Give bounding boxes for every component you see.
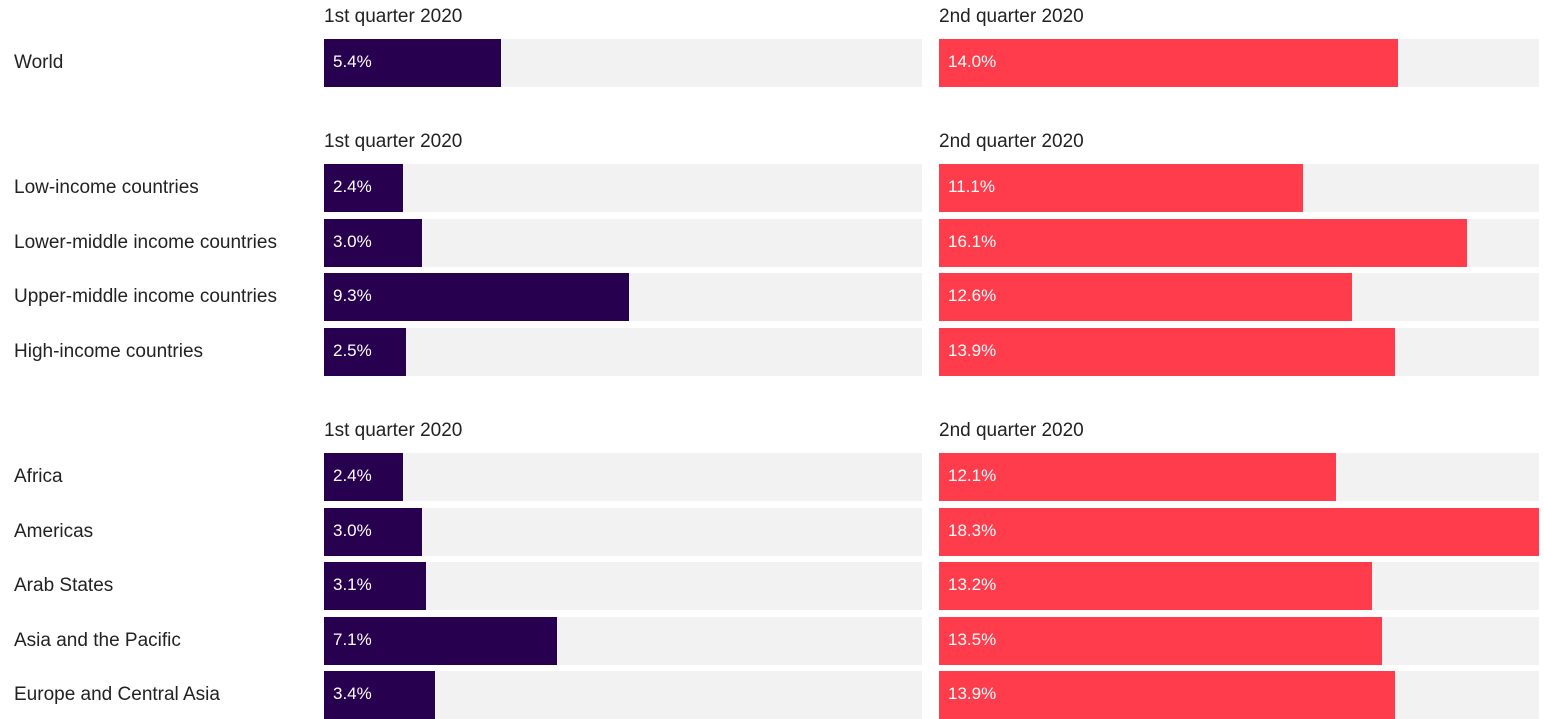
bar-q2: 12.1% bbox=[939, 453, 1336, 501]
bar-value-label: 2.5% bbox=[333, 340, 372, 360]
bar-track-q1: 9.3% bbox=[324, 273, 922, 321]
bar-q2: 13.5% bbox=[939, 616, 1382, 665]
bar-q2: 13.2% bbox=[939, 562, 1372, 610]
bar-q1: 2.4% bbox=[324, 164, 403, 212]
bar-q1: 5.4% bbox=[324, 39, 501, 87]
row-label: Europe and Central Asia bbox=[14, 684, 220, 705]
bar-q2: 18.3% bbox=[939, 507, 1539, 556]
bar-track-q1: 2.4% bbox=[324, 164, 922, 212]
bar-q2: 12.6% bbox=[939, 273, 1352, 321]
bar-q1: 2.4% bbox=[324, 453, 403, 501]
bar-value-label: 11.1% bbox=[948, 177, 995, 196]
bar-track-q2: 12.6% bbox=[939, 273, 1539, 321]
bar-track-q1: 3.1% bbox=[324, 562, 922, 610]
bar-value-label: 18.3% bbox=[948, 520, 997, 540]
bar-track-q2: 13.2% bbox=[939, 562, 1539, 610]
bar-track-q2: 11.1% bbox=[939, 164, 1539, 212]
row-label: Americas bbox=[14, 520, 94, 542]
bar-value-label: 2.4% bbox=[333, 466, 372, 485]
column-header-q2: 2nd quarter 2020 bbox=[939, 131, 1084, 152]
bar-value-label: 14.0% bbox=[948, 52, 997, 71]
bar-value-label: 3.0% bbox=[333, 520, 372, 540]
bar-track-q2: 13.9% bbox=[939, 327, 1539, 376]
bar-q1: 3.4% bbox=[324, 671, 435, 719]
row-label: Low-income countries bbox=[14, 177, 199, 198]
bar-q1: 3.1% bbox=[324, 562, 426, 610]
bar-track-q2: 16.1% bbox=[939, 218, 1539, 267]
bar-value-label: 2.4% bbox=[333, 177, 372, 196]
column-header-q1: 1st quarter 2020 bbox=[324, 420, 463, 441]
bar-q1: 7.1% bbox=[324, 616, 557, 665]
bar-q2: 13.9% bbox=[939, 327, 1395, 376]
bar-track-q2: 18.3% bbox=[939, 507, 1539, 556]
bar-track-q1: 2.5% bbox=[324, 327, 922, 376]
bar-value-label: 13.2% bbox=[948, 575, 997, 594]
bar-track-q1: 3.4% bbox=[324, 671, 922, 719]
bar-value-label: 3.1% bbox=[333, 575, 372, 594]
bar-track-q2: 13.9% bbox=[939, 671, 1539, 719]
bar-value-label: 9.3% bbox=[333, 286, 372, 305]
bar-q2: 13.9% bbox=[939, 671, 1395, 719]
bar-value-label: 12.1% bbox=[948, 466, 997, 485]
bar-q1: 3.0% bbox=[324, 507, 422, 556]
column-header-q1: 1st quarter 2020 bbox=[324, 131, 463, 152]
chart-section: 1st quarter 2020 2nd quarter 2020 Low-inco… bbox=[0, 131, 1544, 376]
bar-value-label: 3.4% bbox=[333, 684, 372, 703]
bar-q1: 2.5% bbox=[324, 327, 406, 376]
chart-section: 1st quarter 2020 2nd quarter 2020 World 5.4… bbox=[0, 6, 1544, 87]
bar-track-q1: 3.0% bbox=[324, 507, 922, 556]
row-label: Upper-middle income countries bbox=[14, 286, 277, 307]
bar-value-label: 5.4% bbox=[333, 52, 372, 71]
bar-track-q1: 7.1% bbox=[324, 616, 922, 665]
bar-track-q2: 14.0% bbox=[939, 39, 1539, 87]
bar-track-q2: 13.5% bbox=[939, 616, 1539, 665]
bar-q2: 11.1% bbox=[939, 164, 1303, 212]
bar-value-label: 7.1% bbox=[333, 629, 372, 649]
column-header-q2: 2nd quarter 2020 bbox=[939, 420, 1084, 441]
row-label: Arab States bbox=[14, 575, 114, 596]
row-label: Lower-middle income countries bbox=[14, 231, 277, 253]
bar-track-q1: 5.4% bbox=[324, 39, 922, 87]
row-label: Asia and the Pacific bbox=[14, 629, 181, 651]
bar-value-label: 16.1% bbox=[948, 231, 997, 251]
bar-track-q1: 3.0% bbox=[324, 218, 922, 267]
column-header-q2: 2nd quarter 2020 bbox=[939, 6, 1084, 27]
row-label: World bbox=[14, 52, 64, 73]
bar-q1: 9.3% bbox=[324, 273, 629, 321]
chart-section: 1st quarter 2020 2nd quarter 2020 Africa 2.… bbox=[0, 420, 1544, 719]
column-header-q1: 1st quarter 2020 bbox=[324, 6, 463, 27]
bar-track-q2: 12.1% bbox=[939, 453, 1539, 501]
bar-track-q1: 2.4% bbox=[324, 453, 922, 501]
row-label: High-income countries bbox=[14, 340, 204, 362]
bar-value-label: 13.9% bbox=[948, 340, 997, 360]
bar-value-label: 13.5% bbox=[948, 629, 997, 649]
bar-value-label: 13.9% bbox=[948, 684, 997, 703]
bar-q1: 3.0% bbox=[324, 218, 422, 267]
bar-value-label: 3.0% bbox=[333, 231, 372, 251]
row-label: Africa bbox=[14, 466, 63, 487]
bar-value-label: 12.6% bbox=[948, 286, 997, 305]
bar-q2: 16.1% bbox=[939, 218, 1467, 267]
bar-q2: 14.0% bbox=[939, 39, 1398, 87]
